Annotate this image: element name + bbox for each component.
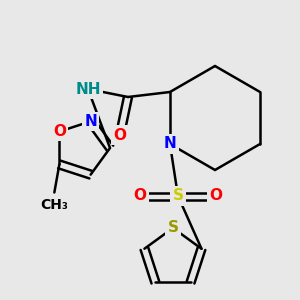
Text: O: O bbox=[209, 188, 223, 203]
Text: O: O bbox=[53, 124, 66, 139]
Text: N: N bbox=[84, 114, 97, 129]
Text: N: N bbox=[164, 136, 176, 152]
Text: O: O bbox=[113, 128, 127, 142]
Text: CH₃: CH₃ bbox=[40, 199, 68, 212]
Text: NH: NH bbox=[75, 82, 101, 97]
Text: S: S bbox=[172, 188, 184, 203]
Text: O: O bbox=[134, 188, 146, 203]
Text: S: S bbox=[167, 220, 178, 236]
